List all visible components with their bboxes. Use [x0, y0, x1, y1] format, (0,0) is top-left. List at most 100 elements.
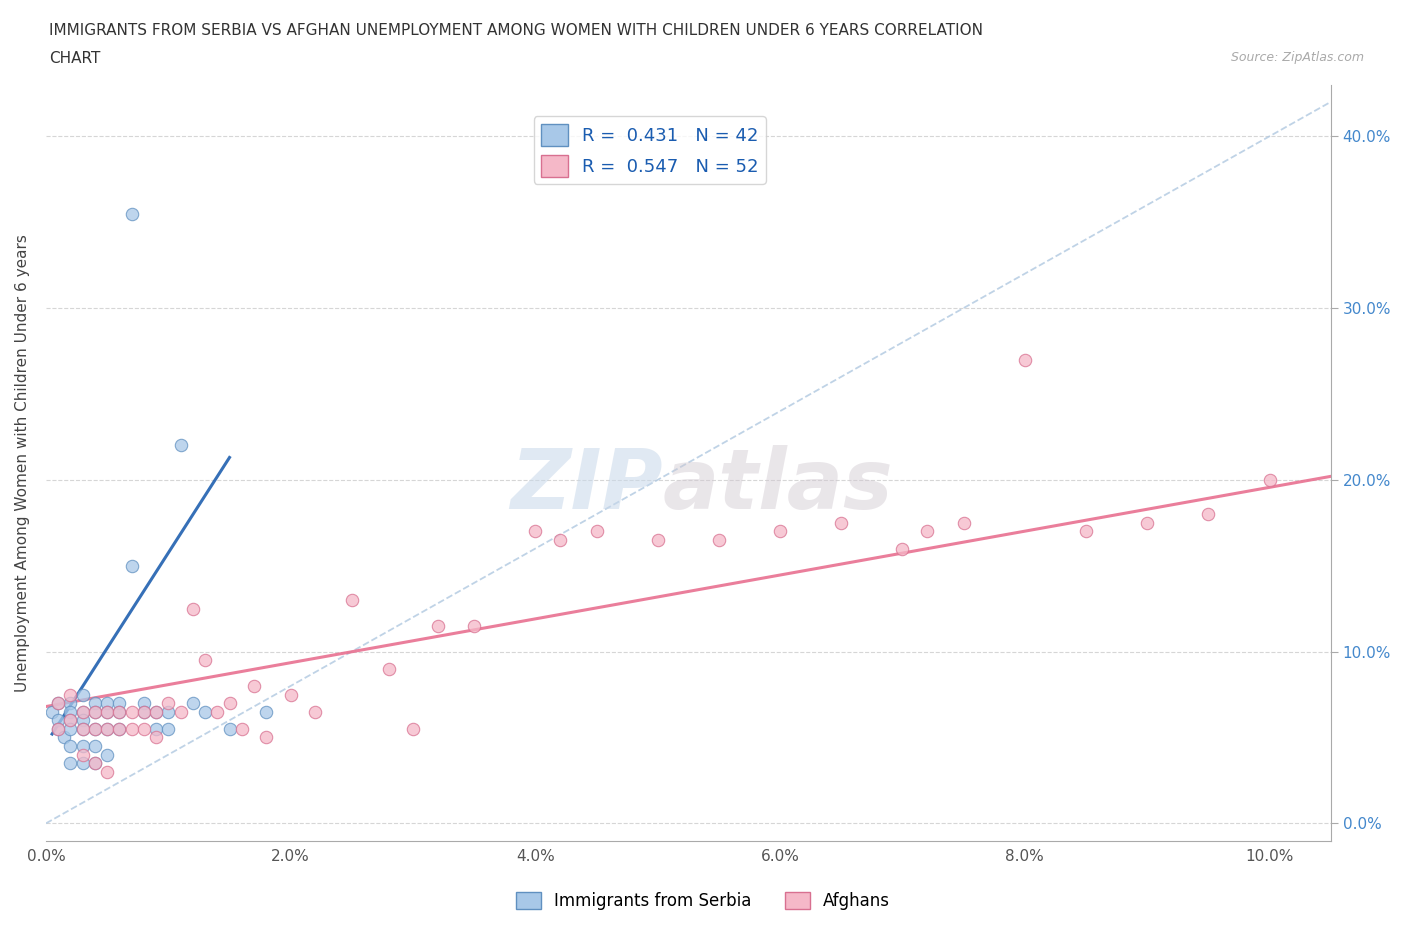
Point [108, 704, 131, 719]
Point [84, 696, 107, 711]
Point [377, 661, 399, 676]
Point [96, 722, 118, 737]
Point [402, 722, 425, 737]
Point [145, 704, 167, 719]
Point [41, 704, 63, 719]
Point [72, 704, 94, 719]
Point [108, 722, 131, 737]
Point [46, 722, 69, 737]
Point [59, 704, 82, 719]
Point [96, 747, 118, 762]
Point [157, 722, 180, 737]
Point [157, 704, 180, 719]
Point [952, 515, 974, 530]
Point [145, 730, 167, 745]
Text: IMMIGRANTS FROM SERBIA VS AFGHAN UNEMPLOYMENT AMONG WOMEN WITH CHILDREN UNDER 6 : IMMIGRANTS FROM SERBIA VS AFGHAN UNEMPLO… [49, 23, 983, 38]
Point [145, 722, 167, 737]
Point [72, 722, 94, 737]
Point [84, 756, 107, 771]
Point [218, 696, 240, 711]
Point [96, 696, 118, 711]
Point [84, 722, 107, 737]
Point [891, 541, 914, 556]
Point [524, 524, 547, 538]
Point [194, 704, 217, 719]
Point [145, 704, 167, 719]
Point [72, 687, 94, 702]
Point [169, 438, 191, 453]
Point [207, 704, 229, 719]
Text: ZIP: ZIP [510, 445, 662, 525]
Point [84, 704, 107, 719]
Point [1258, 472, 1281, 487]
Text: CHART: CHART [49, 51, 101, 66]
Point [585, 524, 607, 538]
Point [1014, 352, 1036, 367]
Point [254, 730, 277, 745]
Point [96, 764, 118, 779]
Point [243, 679, 266, 694]
Point [132, 704, 155, 719]
Point [59, 722, 82, 737]
Point [830, 515, 852, 530]
Point [84, 722, 107, 737]
Point [96, 722, 118, 737]
Point [769, 524, 792, 538]
Point [169, 704, 191, 719]
Point [72, 738, 94, 753]
Point [463, 618, 485, 633]
Point [53, 730, 76, 745]
Point [72, 722, 94, 737]
Point [121, 206, 143, 221]
Point [915, 524, 938, 538]
Text: atlas: atlas [662, 445, 893, 525]
Point [59, 696, 82, 711]
Point [707, 533, 730, 548]
Legend: R =  0.431   N = 42, R =  0.547   N = 52: R = 0.431 N = 42, R = 0.547 N = 52 [533, 116, 766, 184]
Point [1197, 507, 1219, 522]
Point [132, 704, 155, 719]
Point [59, 687, 82, 702]
Point [46, 696, 69, 711]
Point [84, 704, 107, 719]
Point [59, 738, 82, 753]
Point [72, 712, 94, 727]
Point [46, 712, 69, 727]
Point [59, 756, 82, 771]
Point [72, 756, 94, 771]
Point [132, 696, 155, 711]
Point [84, 738, 107, 753]
Y-axis label: Unemployment Among Women with Children Under 6 years: Unemployment Among Women with Children U… [15, 233, 30, 692]
Point [132, 722, 155, 737]
Point [647, 533, 669, 548]
Point [59, 712, 82, 727]
Point [96, 704, 118, 719]
Point [84, 756, 107, 771]
Text: Source: ZipAtlas.com: Source: ZipAtlas.com [1230, 51, 1364, 64]
Point [304, 704, 326, 719]
Point [121, 722, 143, 737]
Point [1074, 524, 1097, 538]
Point [46, 722, 69, 737]
Point [121, 704, 143, 719]
Legend: Immigrants from Serbia, Afghans: Immigrants from Serbia, Afghans [509, 885, 897, 917]
Point [46, 696, 69, 711]
Point [108, 696, 131, 711]
Point [1136, 515, 1159, 530]
Point [72, 747, 94, 762]
Point [194, 653, 217, 668]
Point [280, 687, 302, 702]
Point [108, 722, 131, 737]
Point [254, 704, 277, 719]
Point [548, 533, 571, 548]
Point [181, 696, 204, 711]
Point [181, 601, 204, 616]
Point [96, 704, 118, 719]
Point [218, 722, 240, 737]
Point [231, 722, 253, 737]
Point [340, 592, 363, 607]
Point [72, 704, 94, 719]
Point [59, 712, 82, 727]
Point [426, 618, 449, 633]
Point [157, 696, 180, 711]
